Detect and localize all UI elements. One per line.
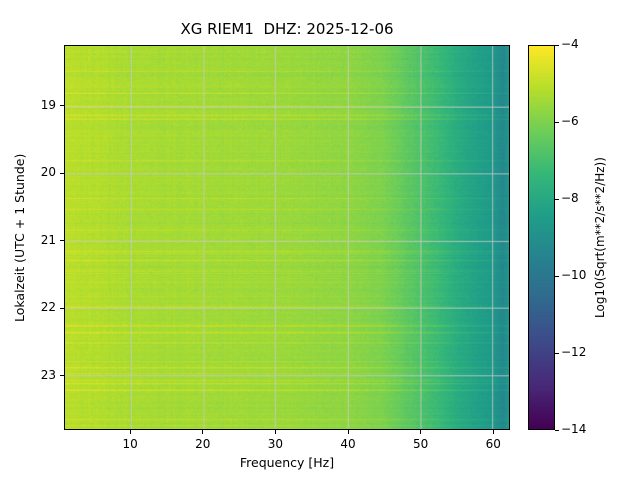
x-tick-mark [420, 430, 422, 434]
y-tick-label: 20 [40, 165, 56, 180]
colorbar-tick-mark [555, 429, 559, 431]
colorbar-tick-mark [555, 44, 559, 46]
y-tick-label: 21 [40, 232, 56, 247]
plot-title: XG RIEM1 DHZ: 2025-12-06 [180, 20, 394, 38]
colorbar-tick-mark [555, 198, 559, 200]
colorbar-tick-mark [555, 352, 559, 354]
colorbar-label: Log10(Sqrt(m**2/s**2/Hz)) [593, 157, 607, 318]
y-tick-mark [60, 172, 64, 174]
colorbar-tick-mark [555, 121, 559, 123]
y-tick-mark [60, 240, 64, 242]
y-tick-mark [60, 307, 64, 309]
colorbar-tick-label: −10 [561, 268, 587, 282]
colorbar-tick-label: −6 [561, 114, 579, 128]
x-axis-label: Frequency [Hz] [239, 455, 335, 470]
x-tick-mark [129, 430, 131, 434]
colorbar-tick-label: −14 [561, 422, 587, 436]
plot-area [64, 45, 510, 430]
x-tick-label: 20 [195, 437, 211, 451]
y-tick-label: 19 [40, 97, 56, 112]
x-tick-label: 40 [340, 437, 356, 451]
x-tick-mark [274, 430, 276, 434]
y-tick-mark [60, 105, 64, 107]
colorbar-tick-label: −8 [561, 191, 579, 205]
colorbar [528, 45, 555, 430]
colorbar-tick-label: −4 [561, 37, 579, 51]
colorbar-gradient-canvas [529, 46, 554, 429]
y-tick-label: 23 [40, 367, 56, 382]
y-tick-mark [60, 375, 64, 377]
y-tick-label: 22 [40, 300, 56, 315]
x-tick-mark [347, 430, 349, 434]
x-tick-label: 30 [267, 437, 284, 451]
spectrogram-canvas [65, 46, 509, 429]
x-tick-mark [202, 430, 204, 434]
x-tick-label: 60 [485, 437, 501, 451]
x-tick-label: 10 [122, 437, 138, 451]
x-tick-label: 50 [413, 437, 429, 451]
colorbar-tick-label: −12 [561, 345, 587, 359]
x-tick-mark [492, 430, 494, 434]
y-axis-label: Lokalzeit (UTC + 1 Stunde) [12, 153, 27, 322]
colorbar-tick-mark [555, 275, 559, 277]
